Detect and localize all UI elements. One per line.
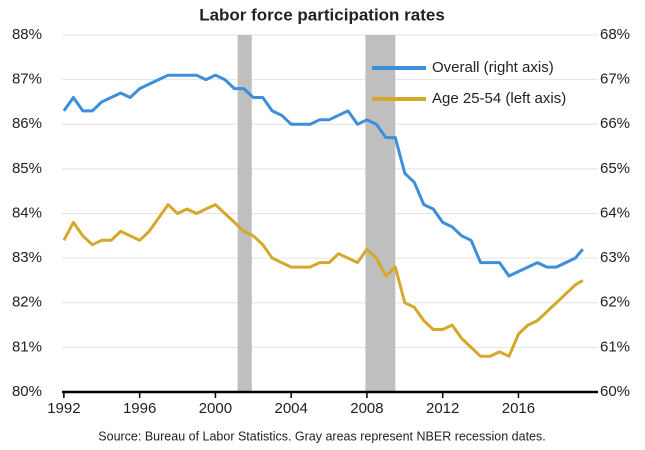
y2-tick-label: 62% [600,294,630,311]
x-tick-label: 2012 [426,400,459,417]
source-note: Source: Bureau of Labor Statistics. Gray… [98,429,545,443]
series-line [62,73,584,278]
y2-tick-label: 67% [600,71,630,88]
y-tick-label: 83% [12,249,42,266]
y-tick-label: 81% [12,338,42,355]
y-tick-label: 82% [12,294,42,311]
series-line [62,203,584,358]
legend-label: Age 25-54 (left axis) [432,90,566,107]
x-tick-label: 1996 [123,400,156,417]
y-tick-label: 84% [12,204,42,221]
y2-tick-label: 68% [600,26,630,43]
x-tick-label: 2016 [502,400,535,417]
y-tick-label: 88% [12,26,42,43]
y2-tick-label: 60% [600,383,630,400]
y2-tick-label: 61% [600,338,630,355]
y-tick-label: 85% [12,160,42,177]
y2-tick-label: 66% [600,115,630,132]
y-tick-label: 80% [12,383,42,400]
x-tick-label: 2004 [274,400,307,417]
y2-tick-label: 65% [600,160,630,177]
x-tick-label: 2000 [199,400,232,417]
chart-title: Labor force participation rates [199,5,445,24]
y2-tick-label: 64% [600,204,630,221]
legend-label: Overall (right axis) [432,59,554,76]
x-tick-label: 2008 [350,400,383,417]
recession-band [365,35,396,392]
y2-tick-label: 63% [600,249,630,266]
y-tick-label: 86% [12,115,42,132]
y-tick-label: 87% [12,71,42,88]
recession-band [237,35,252,392]
x-tick-label: 1992 [47,400,80,417]
